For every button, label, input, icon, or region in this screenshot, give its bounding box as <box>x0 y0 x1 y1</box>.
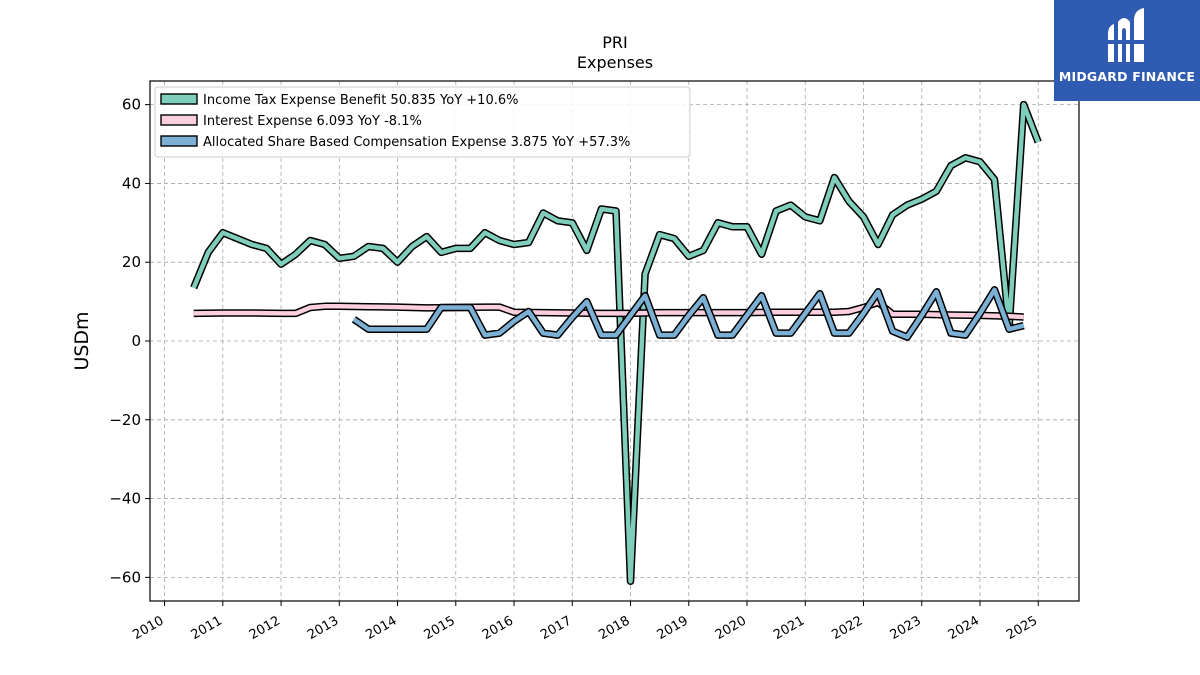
series-interest-expense <box>193 298 1024 321</box>
legend-label-share-comp: Allocated Share Based Compensation Expen… <box>203 135 630 150</box>
y-tick-label: −20 <box>109 411 141 429</box>
series-line <box>352 287 1025 340</box>
legend: Income Tax Expense Benefit 50.835 YoY +1… <box>154 86 691 158</box>
y-axis-label: USDm <box>71 311 93 370</box>
y-tick-label: 60 <box>122 96 141 114</box>
midgard-finance-logo: MIDGARD FINANCE <box>1054 0 1200 101</box>
x-tick-label: 2022 <box>829 613 865 643</box>
logo-text: MIDGARD FINANCE <box>1058 69 1196 84</box>
x-tick-label: 2023 <box>888 613 924 643</box>
legend-label-interest-expense: Interest Expense 6.093 YoY -8.1% <box>203 114 422 129</box>
series-line-outline <box>190 100 1042 586</box>
series-share-comp <box>351 286 1025 341</box>
x-tick-label: 2013 <box>305 613 341 643</box>
x-tick-label: 2025 <box>1004 613 1040 643</box>
legend-swatch-interest-expense <box>160 114 198 126</box>
series-layer <box>190 100 1042 586</box>
chart-title: PRI <box>602 33 627 52</box>
chart-subtitle: Expenses <box>577 53 653 72</box>
x-tick-label: 2010 <box>130 613 166 643</box>
x-axis: 2010 2011 2012 2013 2014 2015 2016 2017 2018 2019… <box>130 601 1040 643</box>
x-tick-label: 2021 <box>771 613 807 643</box>
series-line <box>191 102 1041 584</box>
y-axis: −60 −40 −20 0 20 40 60 <box>109 96 150 586</box>
x-tick-label: 2018 <box>596 613 632 643</box>
x-tick-label: 2017 <box>538 613 574 643</box>
y-tick-label: −40 <box>109 490 141 508</box>
x-tick-label: 2014 <box>363 613 399 643</box>
x-tick-label: 2015 <box>422 613 458 643</box>
y-tick-label: 40 <box>122 174 141 192</box>
y-tick-label: 0 <box>131 332 141 350</box>
y-tick-label: −60 <box>109 568 141 586</box>
legend-swatch-income-tax <box>160 93 198 105</box>
y-tick-label: 20 <box>122 253 141 271</box>
x-tick-label: 2020 <box>713 613 749 643</box>
x-tick-label: 2024 <box>946 613 982 643</box>
x-tick-label: 2011 <box>189 613 225 643</box>
series-income-tax <box>190 100 1042 586</box>
x-tick-label: 2016 <box>480 613 516 643</box>
legend-swatch-share-comp <box>160 135 198 147</box>
legend-box <box>154 86 691 158</box>
grid <box>150 81 1079 601</box>
x-tick-label: 2012 <box>247 613 283 643</box>
x-tick-label: 2019 <box>655 613 691 643</box>
legend-label-income-tax: Income Tax Expense Benefit 50.835 YoY +1… <box>203 93 518 108</box>
midgard-mark-icon <box>1104 8 1148 62</box>
